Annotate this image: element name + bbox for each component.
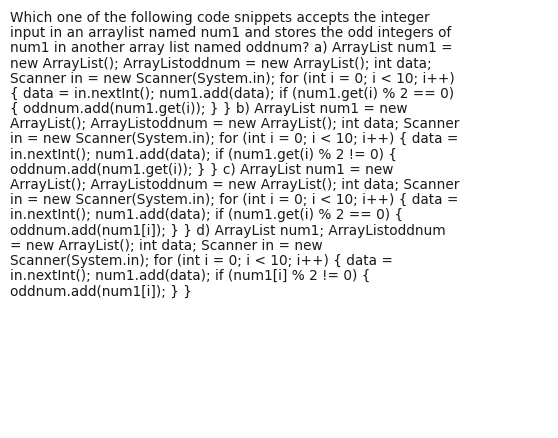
Text: ArrayList(); ArrayListoddnum = new ArrayList(); int data; Scanner: ArrayList(); ArrayListoddnum = new Array… <box>10 117 459 131</box>
Text: { oddnum.add(num1.get(i)); } } b) ArrayList num1 = new: { oddnum.add(num1.get(i)); } } b) ArrayL… <box>10 102 407 116</box>
Text: { data = in.nextInt(); num1.add(data); if (num1.get(i) % 2 == 0): { data = in.nextInt(); num1.add(data); i… <box>10 87 454 101</box>
Text: in.nextInt(); num1.add(data); if (num1.get(i) % 2 == 0) {: in.nextInt(); num1.add(data); if (num1.g… <box>10 208 403 222</box>
Text: Scanner in = new Scanner(System.in); for (int i = 0; i < 10; i++): Scanner in = new Scanner(System.in); for… <box>10 71 455 85</box>
Text: input in an arraylist named num1 and stores the odd integers of: input in an arraylist named num1 and sto… <box>10 26 451 40</box>
Text: in.nextInt(); num1.add(data); if (num1[i] % 2 != 0) {: in.nextInt(); num1.add(data); if (num1[i… <box>10 268 371 283</box>
Text: Which one of the following code snippets accepts the integer: Which one of the following code snippets… <box>10 11 430 25</box>
Text: in = new Scanner(System.in); for (int i = 0; i < 10; i++) { data =: in = new Scanner(System.in); for (int i … <box>10 132 459 146</box>
Text: oddnum.add(num1[i]); } } d) ArrayList num1; ArrayListoddnum: oddnum.add(num1[i]); } } d) ArrayList nu… <box>10 223 446 237</box>
Text: Scanner(System.in); for (int i = 0; i < 10; i++) { data =: Scanner(System.in); for (int i = 0; i < … <box>10 254 393 268</box>
Text: oddnum.add(num1.get(i)); } } c) ArrayList num1 = new: oddnum.add(num1.get(i)); } } c) ArrayLis… <box>10 162 393 177</box>
Text: ArrayList(); ArrayListoddnum = new ArrayList(); int data; Scanner: ArrayList(); ArrayListoddnum = new Array… <box>10 178 459 192</box>
Text: in.nextInt(); num1.add(data); if (num1.get(i) % 2 != 0) {: in.nextInt(); num1.add(data); if (num1.g… <box>10 147 397 161</box>
Text: = new ArrayList(); int data; Scanner in = new: = new ArrayList(); int data; Scanner in … <box>10 238 323 252</box>
Text: new ArrayList(); ArrayListoddnum = new ArrayList(); int data;: new ArrayList(); ArrayListoddnum = new A… <box>10 57 432 71</box>
Text: num1 in another array list named oddnum? a) ArrayList num1 =: num1 in another array list named oddnum?… <box>10 41 453 55</box>
Text: oddnum.add(num1[i]); } }: oddnum.add(num1[i]); } } <box>10 284 192 298</box>
Text: in = new Scanner(System.in); for (int i = 0; i < 10; i++) { data =: in = new Scanner(System.in); for (int i … <box>10 193 459 207</box>
